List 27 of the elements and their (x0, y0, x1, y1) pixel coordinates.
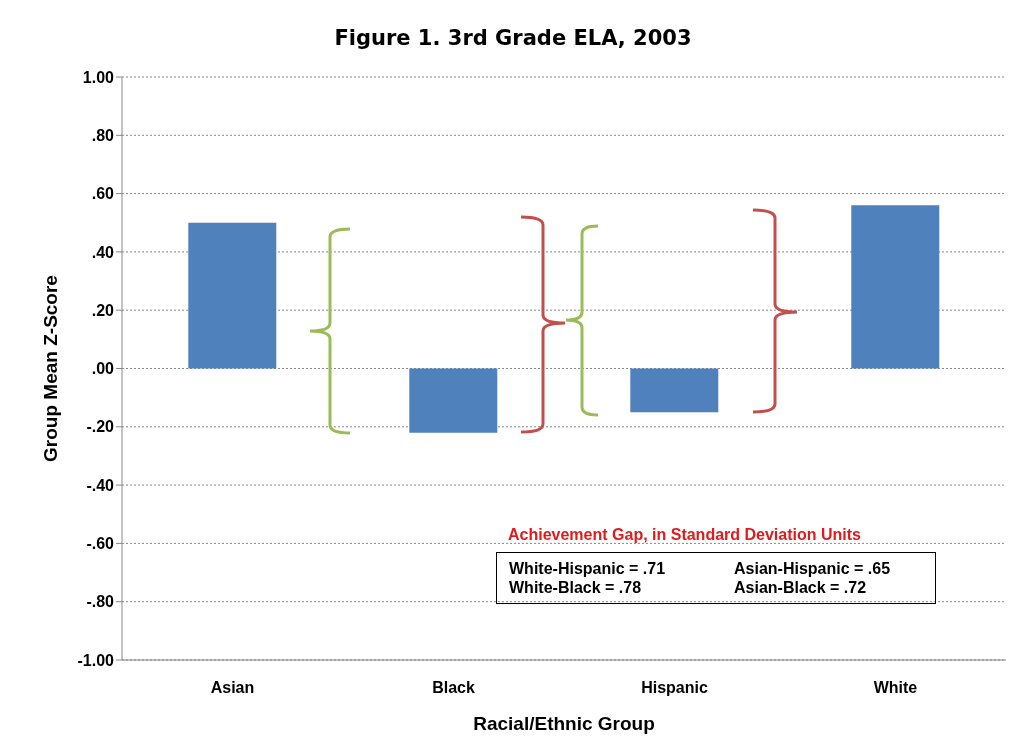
y-tick-label: 1.00 (82, 68, 115, 86)
y-tick-label: .00 (91, 360, 115, 378)
y-tick-label: -.60 (86, 535, 115, 553)
chart-title: Figure 1. 3rd Grade ELA, 2003 (333, 26, 693, 50)
bar (409, 368, 498, 433)
y-tick-label: .80 (91, 126, 115, 144)
annotation: White-Black = .78 (509, 578, 643, 597)
y-tick-label: -.80 (86, 593, 115, 611)
y-axis-title: Group Mean Z-Score (39, 275, 61, 462)
y-tick-label: -.40 (86, 476, 115, 494)
y-tick-label: .40 (91, 243, 115, 261)
y-tick-label: .20 (91, 301, 115, 319)
x-axis-title: Racial/Ethnic Group (473, 713, 655, 734)
x-tick-label: Black (432, 679, 475, 697)
annotation: White-Hispanic = .71 (509, 559, 667, 578)
bar (851, 205, 940, 369)
y-tick-label: -1.00 (77, 651, 115, 669)
y-tick-label: .60 (91, 185, 115, 203)
annotation: Achievement Gap, in Standard Deviation Units (508, 526, 861, 544)
x-tick-label: White (873, 679, 918, 697)
bar (188, 222, 277, 369)
x-tick-label: Asian (210, 679, 255, 697)
annotation: Asian-Black = .72 (734, 578, 868, 597)
bar (630, 368, 719, 413)
annotation: Asian-Hispanic = .65 (734, 559, 892, 578)
y-tick-label: -.20 (86, 418, 115, 436)
x-tick-label: Hispanic (641, 679, 708, 697)
